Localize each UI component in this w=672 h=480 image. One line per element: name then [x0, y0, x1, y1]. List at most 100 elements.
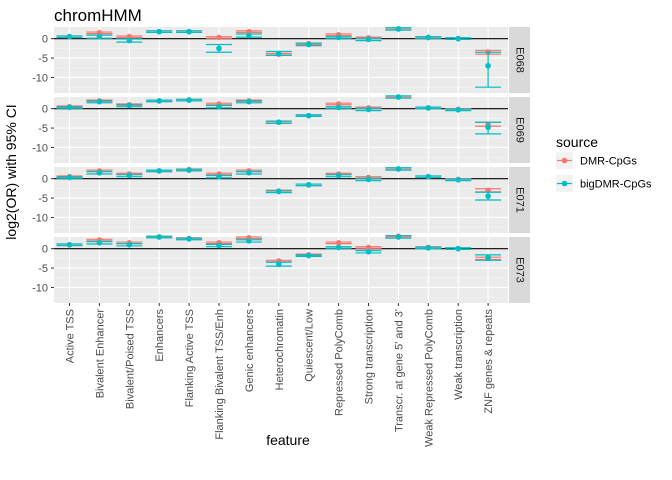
- data-point: [455, 107, 462, 113]
- data-point: [395, 166, 402, 172]
- data-point: [425, 245, 432, 251]
- data-point: [126, 102, 133, 109]
- y-tick-label: 0: [42, 104, 48, 116]
- chart-title: chromHMM: [54, 6, 142, 25]
- x-tick-label: Repressed PolyComb: [334, 309, 346, 416]
- data-point: [485, 193, 491, 199]
- y-tick-label: -10: [32, 72, 48, 84]
- data-point: [156, 98, 162, 104]
- series-bigdmr-cpgs: [56, 94, 502, 135]
- data-point: [156, 168, 162, 174]
- x-tick-label: Bivalent/Poised TSS: [124, 309, 136, 409]
- data-point: [305, 112, 312, 119]
- data-point: [216, 45, 222, 52]
- data-point: [96, 30, 103, 36]
- x-tick-label: Enhancers: [154, 309, 166, 362]
- data-point: [335, 172, 342, 179]
- legend-key-point: [561, 157, 568, 164]
- x-axis-title: feature: [266, 432, 310, 448]
- legend-label: bigDMR-CpGs: [580, 179, 652, 191]
- data-point: [276, 261, 282, 267]
- legend-key-point: [561, 180, 568, 187]
- x-tick-label: Genic enhancers: [244, 309, 256, 393]
- x-axis: Active TSS Bivalent Enhancer Bivalent/Pois…: [65, 303, 495, 447]
- y-tick-label: -5: [38, 123, 48, 135]
- x-tick-label: Flanking Bivalent TSS/Enh: [214, 309, 226, 440]
- data-point: [126, 33, 133, 40]
- data-point: [96, 240, 103, 246]
- legend: source DMR-CpGs bigDMR-CpGs: [556, 134, 652, 192]
- y-tick-label: -10: [32, 142, 48, 154]
- data-point: [216, 173, 222, 180]
- data-point: [455, 245, 462, 252]
- data-point: [425, 34, 432, 41]
- data-point: [365, 176, 372, 183]
- x-tick-label: Weak Repressed PolyComb: [423, 309, 435, 447]
- x-tick-label: Heterochromatin: [274, 309, 286, 390]
- data-point: [126, 172, 133, 179]
- facet-strip: [509, 167, 530, 233]
- data-point: [425, 105, 432, 111]
- data-point: [156, 28, 162, 35]
- legend-label: DMR-CpGs: [580, 156, 637, 168]
- data-point: [96, 33, 103, 40]
- y-tick-label: -5: [38, 53, 48, 65]
- data-point: [276, 188, 282, 195]
- data-point: [305, 252, 312, 259]
- y-tick-label: 0: [42, 34, 48, 46]
- data-point: [485, 124, 491, 131]
- data-point: [66, 241, 73, 248]
- data-point: [186, 236, 192, 242]
- legend-item-bigdmr-cpgs: bigDMR-CpGs: [556, 175, 652, 192]
- data-point: [156, 234, 162, 240]
- data-point: [335, 104, 342, 111]
- data-point: [216, 34, 222, 41]
- data-point: [66, 174, 73, 181]
- facet-panel-e071: 0 -5 -10 E071: [32, 166, 530, 233]
- y-axis-title: log2(OR) with 95% CI: [3, 104, 19, 239]
- data-point: [395, 234, 402, 240]
- data-point: [186, 167, 192, 173]
- facet-strip: [509, 97, 530, 163]
- data-point: [246, 98, 252, 105]
- data-point: [365, 244, 372, 251]
- data-point: [66, 33, 73, 40]
- series-bigdmr-cpgs: [56, 166, 502, 201]
- data-point: [335, 240, 342, 246]
- data-point: [276, 119, 282, 126]
- x-tick-label: Weak transcription: [453, 309, 465, 400]
- x-tick-label: Transcr. at gene 5' and 3': [393, 309, 405, 432]
- x-tick-label: Quiescent/Low: [304, 309, 316, 382]
- data-point: [216, 242, 222, 249]
- data-point: [365, 248, 372, 255]
- data-point: [335, 244, 342, 251]
- facet-strip-label: E071: [514, 187, 526, 213]
- data-point: [455, 177, 462, 183]
- facet-panels: 0 -5 -10 E068 0 -5 -10 E069 0 -5 -10 E071 0 -5 -10 E073: [32, 26, 530, 303]
- data-point: [126, 241, 133, 248]
- data-point: [126, 37, 133, 44]
- y-tick-label: 0: [42, 174, 48, 186]
- x-tick-label: Bivalent Enhancer: [94, 309, 106, 399]
- data-point: [96, 98, 103, 105]
- facet-panel-e073: 0 -5 -10 E073: [32, 233, 530, 303]
- data-point: [186, 28, 192, 35]
- data-point: [425, 173, 432, 180]
- legend-item-dmr-cpgs: DMR-CpGs: [556, 152, 637, 169]
- data-point: [246, 238, 252, 244]
- data-point: [276, 50, 282, 57]
- data-point: [305, 182, 312, 188]
- data-point: [246, 32, 252, 39]
- data-point: [246, 170, 252, 176]
- facet-strip-label: E073: [514, 257, 526, 283]
- data-point: [305, 41, 312, 48]
- data-point: [246, 28, 252, 35]
- facet-strip: [509, 27, 530, 93]
- y-tick-label: -5: [38, 263, 48, 275]
- x-tick-label: Strong transcription: [364, 309, 376, 404]
- data-point: [455, 35, 462, 42]
- data-point: [216, 103, 222, 110]
- y-tick-label: -10: [32, 282, 48, 294]
- legend-title: source: [556, 134, 598, 150]
